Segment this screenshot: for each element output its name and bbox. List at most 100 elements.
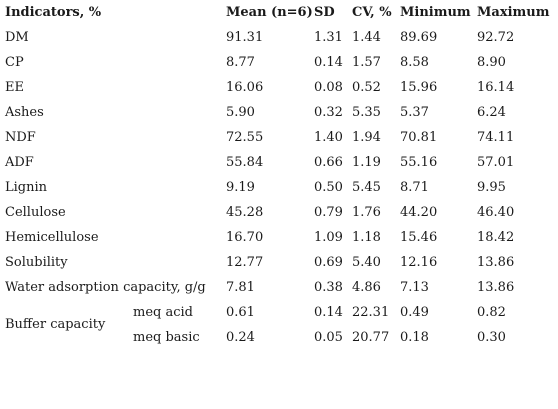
cell-cv: 22.31: [352, 305, 390, 320]
cell-min: 89.69: [400, 30, 438, 45]
table-body: DM 91.31 1.31 1.44 89.69 92.72 CP 8.77 0…: [0, 25, 558, 350]
header-mean: Mean (n=6): [226, 5, 313, 20]
cell-cv: 4.86: [352, 280, 381, 295]
cell-cv: 1.19: [352, 155, 381, 170]
row-label: Lignin: [5, 180, 48, 195]
indicators-table: Indicators, % Mean (n=6) SD CV, % Minimu…: [0, 0, 558, 350]
table-row: meq basic 0.24 0.05 20.77 0.18 0.30: [0, 325, 558, 350]
row-label: DM: [5, 30, 29, 45]
cell-max: 46.40: [477, 205, 515, 220]
cell-mean: 0.24: [226, 330, 255, 345]
cell-max: 8.90: [477, 55, 506, 70]
cell-min: 15.46: [400, 230, 438, 245]
cell-max: 9.95: [477, 180, 506, 195]
cell-mean: 0.61: [226, 305, 255, 320]
cell-max: 13.86: [477, 280, 515, 295]
cell-mean: 8.77: [226, 55, 255, 70]
row-label: Solubility: [5, 255, 68, 270]
row-label: Ashes: [5, 105, 44, 120]
table-row: ADF 55.84 0.66 1.19 55.16 57.01: [0, 150, 558, 175]
cell-sd: 0.69: [314, 255, 343, 270]
cell-sd: 0.14: [314, 55, 343, 70]
cell-cv: 1.44: [352, 30, 381, 45]
row-label: Hemicellulose: [5, 230, 99, 245]
cell-max: 92.72: [477, 30, 515, 45]
table-row: Solubility 12.77 0.69 5.40 12.16 13.86: [0, 250, 558, 275]
cell-cv: 1.18: [352, 230, 381, 245]
cell-mean: 16.06: [226, 80, 264, 95]
cell-mean: 91.31: [226, 30, 264, 45]
cell-sd: 0.66: [314, 155, 343, 170]
table-row: CP 8.77 0.14 1.57 8.58 8.90: [0, 50, 558, 75]
cell-cv: 5.40: [352, 255, 381, 270]
header-indicators: Indicators, %: [5, 5, 102, 20]
table-row: EE 16.06 0.08 0.52 15.96 16.14: [0, 75, 558, 100]
cell-sd: 0.32: [314, 105, 343, 120]
table-row: DM 91.31 1.31 1.44 89.69 92.72: [0, 25, 558, 50]
header-cv: CV, %: [352, 5, 392, 20]
cell-max: 0.30: [477, 330, 506, 345]
cell-max: 74.11: [477, 130, 515, 145]
cell-min: 7.13: [400, 280, 429, 295]
cell-sd: 1.09: [314, 230, 343, 245]
cell-max: 18.42: [477, 230, 515, 245]
table-row: Cellulose 45.28 0.79 1.76 44.20 46.40: [0, 200, 558, 225]
cell-mean: 16.70: [226, 230, 264, 245]
row-label: Cellulose: [5, 205, 66, 220]
cell-sd: 0.08: [314, 80, 343, 95]
cell-sd: 1.31: [314, 30, 343, 45]
cell-cv: 1.76: [352, 205, 381, 220]
cell-cv: 1.57: [352, 55, 381, 70]
header-minimum: Minimum: [400, 5, 471, 20]
cell-mean: 5.90: [226, 105, 255, 120]
cell-min: 15.96: [400, 80, 438, 95]
cell-max: 0.82: [477, 305, 506, 320]
table-row: Ashes 5.90 0.32 5.35 5.37 6.24: [0, 100, 558, 125]
header-sd: SD: [314, 5, 335, 20]
row-label: EE: [5, 80, 24, 95]
cell-sd: 1.40: [314, 130, 343, 145]
table-header-row: Indicators, % Mean (n=6) SD CV, % Minimu…: [0, 0, 558, 25]
cell-min: 12.16: [400, 255, 438, 270]
cell-mean: 72.55: [226, 130, 264, 145]
cell-max: 16.14: [477, 80, 515, 95]
cell-sd: 0.14: [314, 305, 343, 320]
cell-cv: 1.94: [352, 130, 381, 145]
cell-sd: 0.50: [314, 180, 343, 195]
cell-max: 6.24: [477, 105, 506, 120]
cell-min: 55.16: [400, 155, 438, 170]
cell-mean: 9.19: [226, 180, 255, 195]
cell-min: 8.58: [400, 55, 429, 70]
table-row: Lignin 9.19 0.50 5.45 8.71 9.95: [0, 175, 558, 200]
cell-mean: 12.77: [226, 255, 264, 270]
row-label: ADF: [5, 155, 34, 170]
buffer-capacity-label: Buffer capacity: [5, 317, 106, 332]
cell-cv: 5.45: [352, 180, 381, 195]
cell-min: 5.37: [400, 105, 429, 120]
cell-min: 0.18: [400, 330, 429, 345]
cell-mean: 55.84: [226, 155, 264, 170]
cell-max: 13.86: [477, 255, 515, 270]
buffer-capacity-group: Buffer capacity meq acid 0.61 0.14 22.31…: [0, 300, 558, 350]
cell-sd: 0.38: [314, 280, 343, 295]
cell-cv: 20.77: [352, 330, 390, 345]
cell-sd: 0.79: [314, 205, 343, 220]
cell-min: 70.81: [400, 130, 438, 145]
row-label: NDF: [5, 130, 36, 145]
table-row: NDF 72.55 1.40 1.94 70.81 74.11: [0, 125, 558, 150]
cell-min: 0.49: [400, 305, 429, 320]
cell-min: 44.20: [400, 205, 438, 220]
row-sublabel: meq acid: [133, 305, 193, 320]
cell-sd: 0.05: [314, 330, 343, 345]
cell-mean: 45.28: [226, 205, 264, 220]
cell-mean: 7.81: [226, 280, 255, 295]
header-maximum: Maximum: [477, 5, 550, 20]
cell-min: 8.71: [400, 180, 429, 195]
row-label: Water adsorption capacity, g/g: [5, 280, 206, 295]
cell-cv: 5.35: [352, 105, 381, 120]
cell-max: 57.01: [477, 155, 515, 170]
row-label: CP: [5, 55, 24, 70]
table-row: meq acid 0.61 0.14 22.31 0.49 0.82: [0, 300, 558, 325]
cell-cv: 0.52: [352, 80, 381, 95]
row-sublabel: meq basic: [133, 330, 200, 345]
